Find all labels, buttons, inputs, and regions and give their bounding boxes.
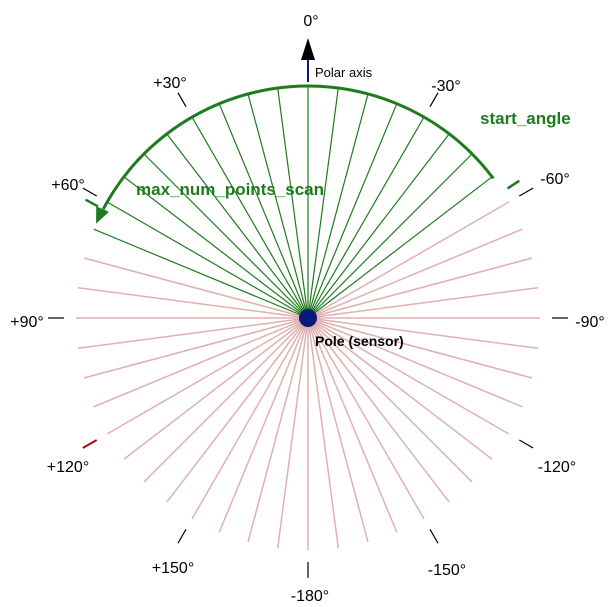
scan-ray (307, 87, 339, 319)
angle-label: +120° (47, 459, 89, 476)
unscanned-ray (77, 317, 309, 350)
unscanned-ray (93, 317, 309, 408)
angle-tick (519, 187, 534, 197)
scan-ray (307, 116, 425, 319)
unscanned-ray (307, 317, 369, 543)
scan-arrowhead (96, 206, 109, 224)
pole-label: Pole (sensor) (315, 333, 404, 349)
angle-tick (429, 529, 439, 544)
unscanned-ray (166, 317, 309, 503)
unscanned-ray (307, 201, 510, 319)
scan-ray (307, 133, 450, 319)
scan-ray (143, 153, 309, 319)
scan-ray (106, 201, 309, 319)
unscanned-ray (247, 317, 309, 543)
unscanned-ray (83, 317, 309, 379)
unscanned-ray (191, 317, 309, 520)
unscanned-ray (307, 317, 473, 483)
scan-ray (191, 116, 309, 319)
scan-ray (166, 133, 309, 319)
scan-ray (93, 228, 309, 319)
angle-tick (519, 439, 534, 449)
angle-tick-highlight (82, 439, 98, 449)
scan-ray (247, 93, 309, 319)
polar-axis-label: Polar axis (315, 65, 373, 80)
end-angle-tick (84, 198, 99, 208)
scan-ray (307, 176, 493, 319)
angle-tick (429, 92, 439, 107)
angle-labels: 0° -30° -60° -90° -120° -150° -180° +150° +120° +… (10, 13, 605, 605)
angle-label: +30° (153, 75, 187, 92)
angle-tick (177, 92, 187, 107)
polar-axis-arrowhead (301, 38, 315, 60)
unscanned-ray (83, 257, 309, 319)
unscanned-ray (276, 317, 309, 549)
unscanned-ray (77, 286, 309, 319)
unscanned-ray (106, 317, 309, 435)
pole-sensor-dot (299, 309, 317, 327)
unscanned-ray (307, 228, 523, 319)
angle-label: -60° (540, 171, 570, 188)
angle-label: -90° (575, 314, 605, 331)
unscanned-ray (218, 317, 309, 533)
angle-label: +90° (10, 314, 44, 331)
scan-ray (123, 176, 309, 319)
unscanned-rays (76, 201, 540, 550)
unscanned-ray (307, 317, 493, 460)
angle-label: -30° (431, 78, 461, 95)
angle-tick (82, 187, 97, 197)
angle-label: +60° (51, 177, 85, 194)
scan-ray (218, 103, 309, 319)
start-angle-label: start_angle (480, 109, 571, 128)
unscanned-ray (307, 317, 510, 435)
unscanned-ray (307, 317, 533, 379)
unscanned-ray (307, 317, 539, 350)
unscanned-ray (307, 317, 425, 520)
unscanned-ray (123, 317, 309, 460)
angle-label: +150° (152, 560, 194, 577)
angle-label: 0° (303, 13, 318, 30)
angle-tick (177, 529, 187, 544)
unscanned-ray (307, 317, 450, 503)
unscanned-ray (307, 286, 539, 319)
max-num-points-scan-label: max_num_points_scan (136, 180, 324, 199)
unscanned-ray (307, 257, 533, 319)
unscanned-ray (307, 317, 398, 533)
angle-ticks (48, 92, 568, 578)
unscanned-ray (307, 317, 340, 549)
start-angle-tick (506, 179, 520, 190)
unscanned-ray (307, 317, 523, 408)
scan-ray (277, 87, 309, 319)
angle-label: -120° (538, 459, 576, 476)
scan-ray (307, 103, 398, 319)
scanned-rays (93, 86, 493, 319)
unscanned-ray (143, 317, 309, 483)
scan-ray (307, 93, 369, 319)
scan-ray (307, 153, 473, 319)
angle-label: -150° (428, 562, 466, 579)
angle-label: -180° (291, 588, 329, 605)
scan-arc (101, 84, 495, 210)
